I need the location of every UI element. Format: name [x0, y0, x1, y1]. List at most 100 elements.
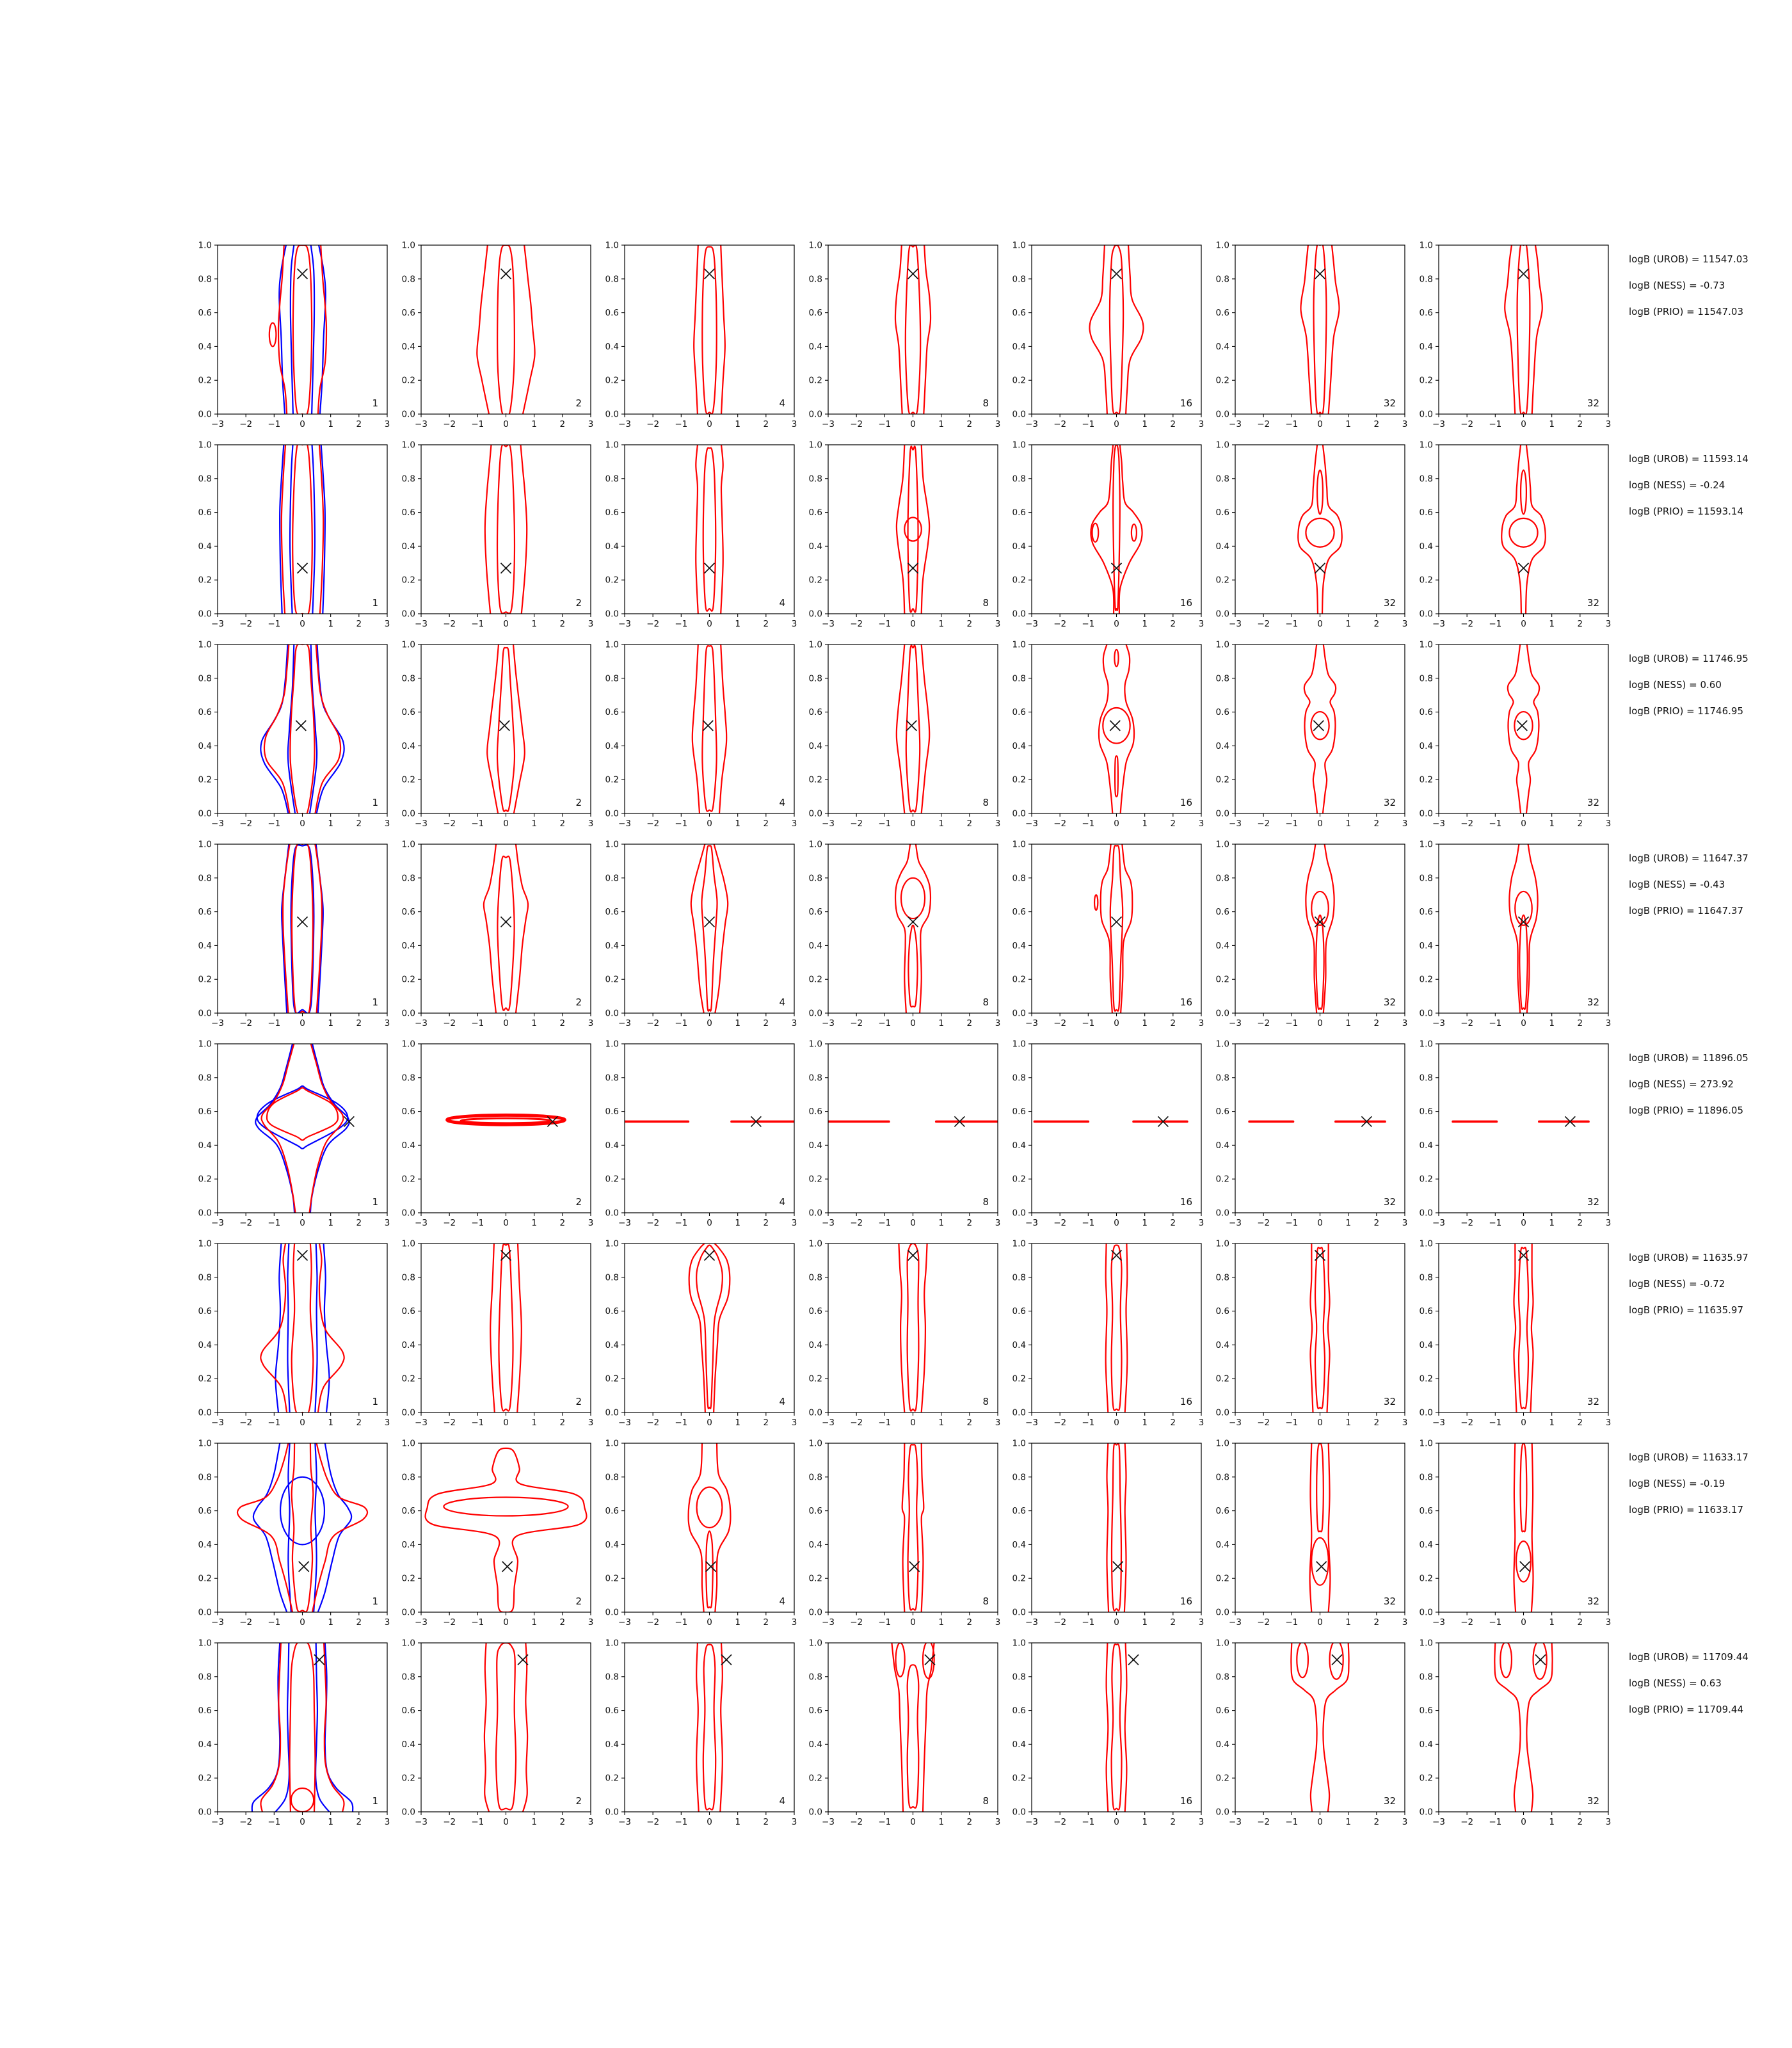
axes-box: [420, 444, 591, 614]
x-axis-tick-label: −2: [1460, 1018, 1473, 1028]
subplot-count-label: 32: [1587, 397, 1599, 409]
x-axis-tick-label: 2: [1374, 1617, 1380, 1628]
x-axis-tick-label: −2: [1053, 1617, 1066, 1628]
y-axis-tick-label: 0.2: [402, 775, 415, 785]
y-axis-tick-label: 0.6: [198, 308, 212, 318]
contour-ellipse-red: [1311, 890, 1329, 926]
x-axis-tick-label: 0: [707, 1218, 712, 1228]
subplot-count-label: 16: [1180, 1596, 1192, 1607]
x-axis-tick-label: −2: [850, 819, 863, 829]
contour-line-red: [260, 1643, 282, 1812]
contour-layer: [279, 445, 326, 614]
logb-prio-annotation: logB (PRIO) = 11633.17: [1629, 1504, 1744, 1516]
contour-ellipse-red: [290, 1787, 315, 1812]
contour-line-red: [1110, 1443, 1123, 1612]
y-axis-tick-label: 1.0: [809, 440, 822, 451]
y-axis-tick-label: 0.6: [1420, 1107, 1433, 1117]
y-axis-tick-label: 0.6: [1216, 1506, 1229, 1516]
x-axis-tick-label: 2: [967, 1018, 973, 1028]
contour-layer: [898, 1244, 928, 1412]
axes-box: [420, 1642, 591, 1812]
y-axis-tick-label: 1.0: [198, 640, 212, 650]
x-axis-tick-label: 1: [938, 619, 944, 629]
y-axis-tick-label: 0.0: [1216, 609, 1229, 620]
contour-line-red: [1526, 844, 1539, 1013]
y-axis-tick-label: 0.8: [402, 1073, 415, 1083]
y-axis-tick-label: 0.8: [198, 1073, 212, 1083]
y-axis-tick-label: 0.6: [1420, 1506, 1433, 1516]
y-axis-tick-label: 1.0: [1216, 840, 1229, 850]
contour-subplot: −3 −2 −1 0 1 2 3 0.0 0.2 0.4 0.6 0.8 1.0 8: [809, 241, 1001, 430]
x-axis-tick-label: 1: [1549, 619, 1555, 629]
contour-layer: [1513, 1443, 1534, 1612]
x-axis-tick-label: 2: [1171, 1018, 1176, 1028]
axes-box: [624, 244, 795, 415]
y-axis-tick-label: 1.0: [402, 440, 415, 451]
x-marker: [517, 1654, 529, 1666]
x-axis-tick-label: 2: [356, 1018, 362, 1028]
y-axis-tick-label: 0.0: [605, 1408, 619, 1418]
x-axis-tick-label: 2: [967, 1418, 973, 1428]
contour-line-blue: [279, 445, 285, 614]
contour-line-red: [702, 447, 717, 612]
logb-prio-annotation: logB (PRIO) = 11746.95: [1629, 705, 1744, 717]
logb-prio-annotation: logB (PRIO) = 11547.03: [1629, 306, 1744, 317]
x-marker: [296, 563, 308, 574]
y-axis-tick-label: 0.0: [809, 410, 822, 420]
contour-ellipse-red: [1114, 648, 1119, 668]
y-axis-tick-label: 0.0: [1216, 410, 1229, 420]
subplot-count-label: 8: [982, 1596, 989, 1607]
x-axis-tick-label: −2: [443, 1817, 456, 1827]
x-axis-tick-label: −3: [618, 619, 631, 629]
x-axis-tick-label: 0: [1521, 1617, 1526, 1628]
contour-subplot: −3 −2 −1 0 1 2 3 0.0 0.2 0.4 0.6 0.8 1.0 4: [605, 440, 797, 630]
y-axis-tick-label: 0.4: [605, 1540, 619, 1550]
x-axis-tick-label: 3: [588, 1218, 594, 1228]
y-axis-tick-label: 0.2: [809, 376, 822, 386]
y-axis-tick-label: 0.6: [605, 1506, 619, 1516]
x-axis-tick-label: 1: [938, 1018, 944, 1028]
contour-line-red: [1326, 1244, 1331, 1412]
y-axis-tick-label: 0.8: [809, 1272, 822, 1283]
y-axis-tick-label: 0.0: [1216, 1009, 1229, 1019]
subplot-count-label: 2: [575, 1396, 582, 1407]
x-axis-tick-label: −2: [239, 1617, 252, 1628]
x-axis-tick-label: −2: [1053, 1418, 1066, 1428]
contour-line-red: [1525, 644, 1540, 813]
x-axis-tick-label: 2: [1374, 619, 1380, 629]
x-axis-tick-label: −2: [850, 619, 863, 629]
subplot-count-label: 2: [575, 1795, 582, 1807]
contour-layer: [486, 644, 525, 813]
contour-subplot: −3 −2 −1 0 1 2 3 0.0 0.2 0.4 0.6 0.8 1.0 4: [605, 1239, 797, 1428]
y-axis-tick-label: 0.2: [1420, 1374, 1433, 1384]
axes-box: [420, 644, 591, 814]
contour-ellipse-red: [1296, 1643, 1309, 1679]
contour-line-red: [701, 246, 717, 414]
contour-layer: [1098, 644, 1135, 813]
y-axis-tick-label: 1.0: [605, 840, 619, 850]
axes-box: [624, 1642, 795, 1812]
x-axis-tick-label: 0: [503, 1418, 509, 1428]
contour-layer: [693, 245, 726, 414]
axes-box: [1031, 444, 1202, 614]
y-axis-tick-label: 0.0: [402, 609, 415, 620]
x-axis-tick-label: 1: [1142, 1418, 1148, 1428]
y-axis-tick-label: 0.4: [402, 1140, 415, 1151]
contour-line-red: [1519, 914, 1528, 1011]
logb-urob-annotation: logB (UROB) = 11647.37: [1629, 852, 1748, 864]
x-axis-tick-label: 0: [300, 419, 305, 429]
axes-box: [1235, 244, 1405, 415]
contour-line-red: [687, 1443, 705, 1612]
contour-subplot: −3 −2 −1 0 1 2 3 0.0 0.2 0.4 0.6 0.8 1.0 32: [1420, 840, 1612, 1029]
x-axis-tick-label: 2: [356, 1418, 362, 1428]
x-axis-tick-label: −3: [415, 419, 428, 429]
contour-line-red: [497, 245, 515, 414]
x-axis-tick-label: 2: [1171, 619, 1176, 629]
x-axis-tick-label: −2: [1460, 619, 1473, 629]
subplot-count-label: 16: [1180, 996, 1192, 1008]
contour-line-blue: [256, 1085, 349, 1149]
x-axis-tick-label: 2: [764, 619, 769, 629]
contour-subplot: −3 −2 −1 0 1 2 3 0.0 0.2 0.4 0.6 0.8 1.0 8: [809, 1439, 1001, 1628]
contour-line-red: [490, 1244, 495, 1412]
contour-line-red: [263, 644, 291, 813]
